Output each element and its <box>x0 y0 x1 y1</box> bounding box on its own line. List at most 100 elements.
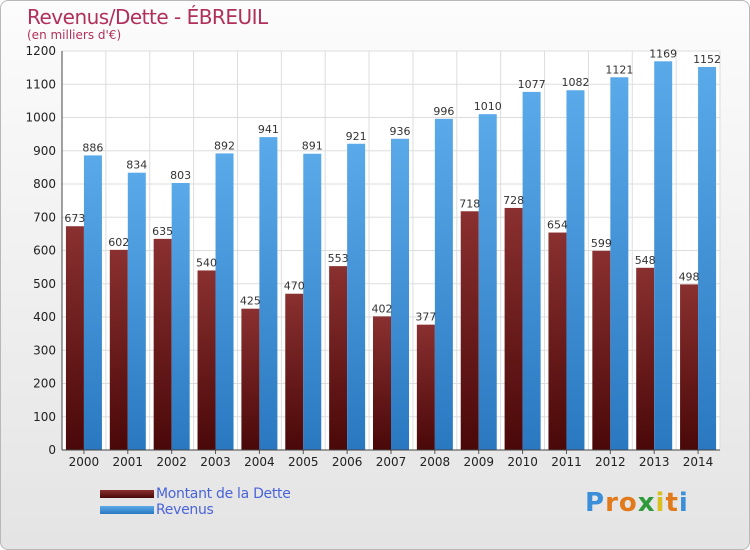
y-tick-label: 1100 <box>25 77 56 91</box>
legend-swatch-revenus <box>100 506 154 514</box>
data-label-revenus: 803 <box>170 169 191 182</box>
bar-revenus <box>303 153 322 450</box>
data-label-revenus: 1169 <box>649 47 677 60</box>
data-label-dette: 599 <box>591 237 612 250</box>
bar-revenus <box>566 90 585 451</box>
bar-revenus <box>478 114 497 451</box>
bar-revenus <box>259 137 278 450</box>
data-label-revenus: 892 <box>214 139 235 152</box>
logo-letter: x <box>637 488 656 518</box>
data-label-revenus: 1121 <box>605 63 633 76</box>
data-label-revenus: 996 <box>433 105 454 118</box>
x-tick-label: 2009 <box>463 455 494 469</box>
bar-dette <box>329 266 348 450</box>
bar-dette <box>460 211 479 450</box>
x-tick-label: 2008 <box>420 455 451 469</box>
y-tick-label: 100 <box>33 410 56 424</box>
bar-dette <box>285 293 304 450</box>
bar-revenus <box>654 61 673 451</box>
legend-label-revenus: Revenus <box>156 502 214 518</box>
y-tick-label: 900 <box>33 144 56 158</box>
bar-dette <box>65 226 84 450</box>
bar-dette <box>548 232 567 450</box>
data-label-dette: 728 <box>503 194 524 207</box>
x-tick-label: 2010 <box>507 455 538 469</box>
data-label-revenus: 936 <box>390 125 411 138</box>
data-label-dette: 548 <box>635 254 656 267</box>
data-label-revenus: 1082 <box>561 76 589 89</box>
bar-dette <box>109 249 128 450</box>
y-tick-label: 800 <box>33 177 56 191</box>
data-label-dette: 377 <box>415 311 436 324</box>
bar-dette <box>373 316 391 450</box>
proxiti-logo: Proxiti <box>585 488 689 518</box>
bar-revenus <box>215 153 234 450</box>
data-label-revenus: 941 <box>258 123 279 136</box>
y-tick-label: 0 <box>48 443 56 457</box>
y-tick-label: 1000 <box>25 111 56 125</box>
x-tick-label: 2013 <box>639 455 670 469</box>
bar-revenus <box>610 77 629 450</box>
chart-subtitle: (en milliers d'€) <box>27 28 122 42</box>
x-tick-label: 2003 <box>200 455 231 469</box>
x-tick-label: 2014 <box>683 455 714 469</box>
bar-revenus <box>83 155 102 450</box>
bar-dette <box>592 250 611 450</box>
bar-dette <box>636 267 655 450</box>
x-tick-label: 2000 <box>69 455 100 469</box>
data-label-dette: 553 <box>328 252 349 265</box>
data-label-dette: 673 <box>64 212 85 225</box>
bar-revenus <box>434 118 453 450</box>
data-label-revenus: 886 <box>82 141 103 154</box>
legend-swatch-debt <box>100 490 154 498</box>
data-label-dette: 602 <box>108 236 129 249</box>
bar-dette <box>680 284 699 450</box>
data-label-revenus: 834 <box>126 159 147 172</box>
chart-title: Revenus/Dette - ÉBREUIL <box>27 5 268 29</box>
logo-letter: o <box>618 488 638 518</box>
bar-dette <box>241 308 260 450</box>
legend: Montant de la Dette Revenus <box>100 486 291 518</box>
y-tick-label: 1200 <box>25 44 56 58</box>
x-tick-label: 2007 <box>376 455 407 469</box>
data-label-dette: 654 <box>547 219 568 232</box>
bar-revenus <box>171 183 190 450</box>
x-tick-label: 2011 <box>551 455 582 469</box>
bar-dette <box>197 270 216 450</box>
x-tick-label: 2004 <box>244 455 275 469</box>
data-label-dette: 402 <box>372 302 393 315</box>
logo-letter: i <box>655 488 666 518</box>
x-tick-label: 2002 <box>156 455 187 469</box>
data-label-dette: 540 <box>196 256 217 269</box>
data-label-revenus: 891 <box>302 140 323 153</box>
data-label-dette: 718 <box>459 197 480 210</box>
data-label-revenus: 1010 <box>474 100 502 113</box>
x-tick-label: 2005 <box>288 455 319 469</box>
data-label-dette: 498 <box>679 270 700 283</box>
data-label-dette: 425 <box>240 295 261 308</box>
data-label-dette: 635 <box>152 225 173 238</box>
bar-revenus <box>347 143 366 450</box>
y-tick-label: 300 <box>33 343 56 357</box>
data-label-revenus: 921 <box>346 130 367 143</box>
legend-item-revenus: Revenus <box>100 502 291 518</box>
bar-revenus <box>391 138 409 450</box>
bar-dette <box>153 238 172 450</box>
data-label-revenus: 1152 <box>693 53 721 66</box>
logo-letter: r <box>605 488 619 518</box>
x-tick-label: 2012 <box>595 455 626 469</box>
y-tick-label: 200 <box>33 377 56 391</box>
bar-revenus <box>698 66 717 451</box>
data-label-revenus: 1077 <box>518 78 546 91</box>
bar-revenus <box>127 172 146 450</box>
legend-label-debt: Montant de la Dette <box>156 486 291 502</box>
bar-dette <box>416 324 435 450</box>
y-tick-label: 500 <box>33 277 56 291</box>
logo-letter: i <box>678 488 689 518</box>
logo-letter: t <box>665 488 679 518</box>
y-tick-label: 400 <box>33 310 56 324</box>
x-tick-label: 2006 <box>332 455 363 469</box>
data-label-dette: 470 <box>284 280 305 293</box>
bar-revenus <box>522 91 541 451</box>
